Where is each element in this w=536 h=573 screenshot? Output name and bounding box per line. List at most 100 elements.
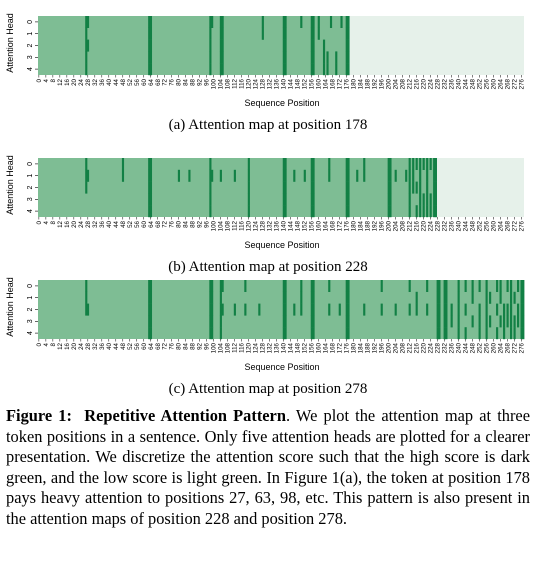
- high-score-cell: [293, 303, 296, 316]
- high-score-cell: [445, 280, 448, 292]
- high-score-cell: [300, 16, 303, 28]
- high-score-cell: [520, 315, 523, 328]
- high-score-cell: [209, 63, 212, 76]
- high-score-cell: [345, 63, 348, 76]
- high-score-cell: [345, 158, 348, 170]
- high-score-cell: [345, 16, 348, 28]
- x-tick-label: 128: [260, 78, 267, 89]
- high-score-cell: [496, 280, 499, 292]
- high-score-cell: [312, 16, 315, 28]
- x-tick-label: 140: [281, 78, 288, 89]
- high-score-cell: [284, 51, 287, 64]
- x-tick-label: 144: [288, 342, 295, 353]
- high-score-cell: [209, 181, 212, 194]
- x-tick-label: 152: [302, 220, 309, 231]
- x-axis-label: Sequence Position: [244, 240, 319, 250]
- high-score-cell: [148, 27, 151, 40]
- high-score-cell: [426, 303, 429, 316]
- x-tick-label: 236: [448, 78, 455, 89]
- x-tick-label: 268: [504, 78, 511, 89]
- high-score-cell: [329, 16, 333, 28]
- high-score-cell: [219, 303, 222, 316]
- x-tick-label: 256: [483, 342, 490, 353]
- high-score-cell: [513, 291, 516, 304]
- x-tick-label: 12: [57, 78, 64, 85]
- high-score-cell: [282, 193, 285, 206]
- high-score-cell: [363, 303, 366, 316]
- high-score-cell: [85, 158, 88, 170]
- high-score-cell: [312, 39, 315, 52]
- high-score-cell: [284, 63, 287, 76]
- x-tick-label: 228: [434, 342, 441, 353]
- x-tick-label: 200: [386, 78, 393, 89]
- x-tick-label: 204: [393, 78, 400, 89]
- head-tick-label: 4: [27, 331, 34, 335]
- high-score-cell: [394, 303, 397, 316]
- high-score-cell: [405, 169, 408, 182]
- x-tick-label: 160: [316, 78, 323, 89]
- x-tick-label: 184: [358, 220, 365, 231]
- x-tick-label: 224: [427, 78, 434, 89]
- x-tick-label: 244: [462, 78, 469, 89]
- x-tick-label: 92: [197, 220, 204, 227]
- high-score-cell: [322, 63, 326, 76]
- high-score-cell: [282, 315, 285, 328]
- high-score-cell: [282, 51, 285, 64]
- x-tick-label: 136: [274, 342, 281, 353]
- high-score-cell: [86, 16, 90, 28]
- x-tick-label: 48: [120, 78, 127, 85]
- figure-caption: Figure 1: Repetitive Attention Pattern. …: [6, 406, 530, 530]
- high-score-cell: [347, 51, 350, 64]
- high-score-cell: [310, 169, 313, 182]
- caption-title: Repetitive Attention Pattern: [84, 406, 286, 425]
- x-tick-label: 32: [92, 220, 99, 227]
- x-tick-label: 64: [148, 220, 155, 227]
- high-score-cell: [478, 327, 481, 340]
- x-tick-label: 216: [413, 78, 420, 89]
- high-score-cell: [209, 303, 212, 316]
- x-tick-label: 172: [337, 220, 344, 231]
- high-score-cell: [363, 169, 366, 182]
- x-tick-label: 148: [295, 78, 302, 89]
- high-score-cell: [209, 205, 212, 218]
- high-score-cell: [419, 193, 422, 206]
- high-score-cell: [426, 169, 429, 182]
- high-score-cell: [485, 315, 488, 328]
- high-score-cell: [284, 27, 287, 40]
- x-tick-label: 224: [427, 342, 434, 353]
- high-score-cell: [438, 315, 441, 328]
- x-tick-label: 40: [106, 342, 113, 349]
- high-score-cell: [380, 280, 383, 292]
- high-score-cell: [310, 63, 313, 76]
- high-score-cell: [328, 169, 331, 182]
- x-tick-label: 28: [85, 220, 92, 227]
- x-tick-label: 72: [162, 220, 169, 227]
- x-tick-label: 176: [344, 342, 351, 353]
- high-score-cell: [149, 51, 153, 64]
- high-score-cell: [188, 169, 191, 182]
- x-tick-label: 112: [232, 220, 239, 230]
- high-score-cell: [284, 181, 287, 194]
- high-score-cell: [457, 291, 460, 304]
- high-score-cell: [312, 158, 315, 170]
- high-score-cell: [312, 51, 315, 64]
- high-score-cell: [310, 16, 313, 28]
- high-score-cell: [326, 63, 329, 76]
- high-score-cell: [312, 63, 315, 76]
- high-score-cell: [209, 280, 212, 292]
- x-tick-label: 208: [400, 342, 407, 353]
- high-score-cell: [356, 169, 359, 182]
- x-tick-label: 48: [120, 342, 127, 349]
- high-score-cell: [148, 315, 151, 328]
- x-tick-label: 88: [190, 78, 197, 85]
- high-score-cell: [443, 315, 446, 328]
- high-score-cell: [149, 63, 153, 76]
- high-score-cell: [445, 327, 448, 340]
- x-tick-label: 8: [50, 342, 57, 346]
- high-score-cell: [522, 327, 525, 340]
- x-tick-label: 60: [141, 342, 148, 349]
- high-score-cell: [149, 315, 153, 328]
- x-tick-label: 152: [302, 78, 309, 89]
